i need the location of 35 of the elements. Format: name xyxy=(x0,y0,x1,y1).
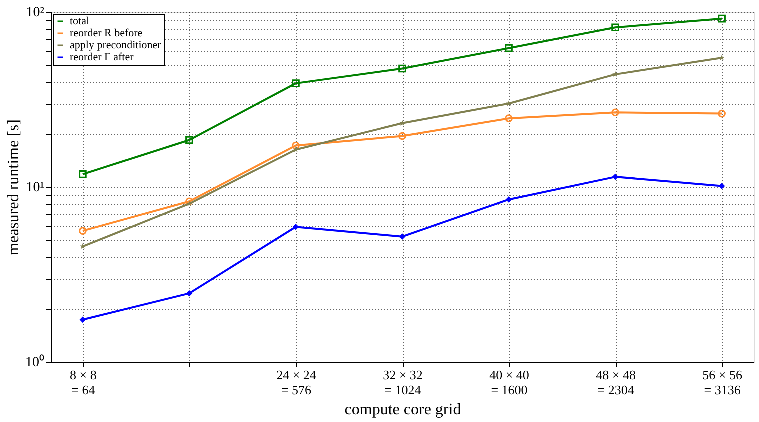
point xyxy=(505,114,513,122)
y-axis-title: measured runtime [s] xyxy=(6,120,22,256)
point xyxy=(398,132,406,140)
legend-label: reorder Γ after xyxy=(70,52,134,64)
point xyxy=(399,234,406,240)
point xyxy=(505,44,513,52)
x-tick-label: 40 × 40 = 1600 xyxy=(490,368,530,398)
x-tick-label: 8 × 8 = 64 xyxy=(70,368,97,398)
point xyxy=(612,174,619,180)
legend-label: reorder R before xyxy=(70,28,143,40)
point xyxy=(719,54,726,61)
y-tick-label: 10⁰ xyxy=(26,354,44,370)
x-tick-label: 48 × 48 = 2304 xyxy=(596,368,636,398)
legend-label: apply preconditioner xyxy=(70,40,162,52)
point xyxy=(186,198,194,206)
point xyxy=(612,108,620,117)
point xyxy=(718,14,726,23)
legend-label: total xyxy=(70,16,90,28)
point xyxy=(718,183,726,190)
x-tick-label: 56 × 56 = 3136 xyxy=(702,368,743,398)
point xyxy=(398,64,406,73)
point xyxy=(80,316,86,324)
point xyxy=(292,142,300,150)
point xyxy=(292,80,300,88)
x-tick-label: 24 × 24 = 576 xyxy=(276,368,317,398)
x-tick-label: 32 × 32 = 1024 xyxy=(383,368,423,398)
x-axis-title: compute core grid xyxy=(344,402,462,418)
point xyxy=(186,290,193,297)
point xyxy=(612,24,620,32)
point xyxy=(292,224,300,230)
y-tick-label: 10² xyxy=(26,6,44,20)
point xyxy=(79,170,87,178)
point xyxy=(186,136,194,144)
point xyxy=(506,196,512,203)
y-tick-label: 10¹ xyxy=(26,180,44,196)
